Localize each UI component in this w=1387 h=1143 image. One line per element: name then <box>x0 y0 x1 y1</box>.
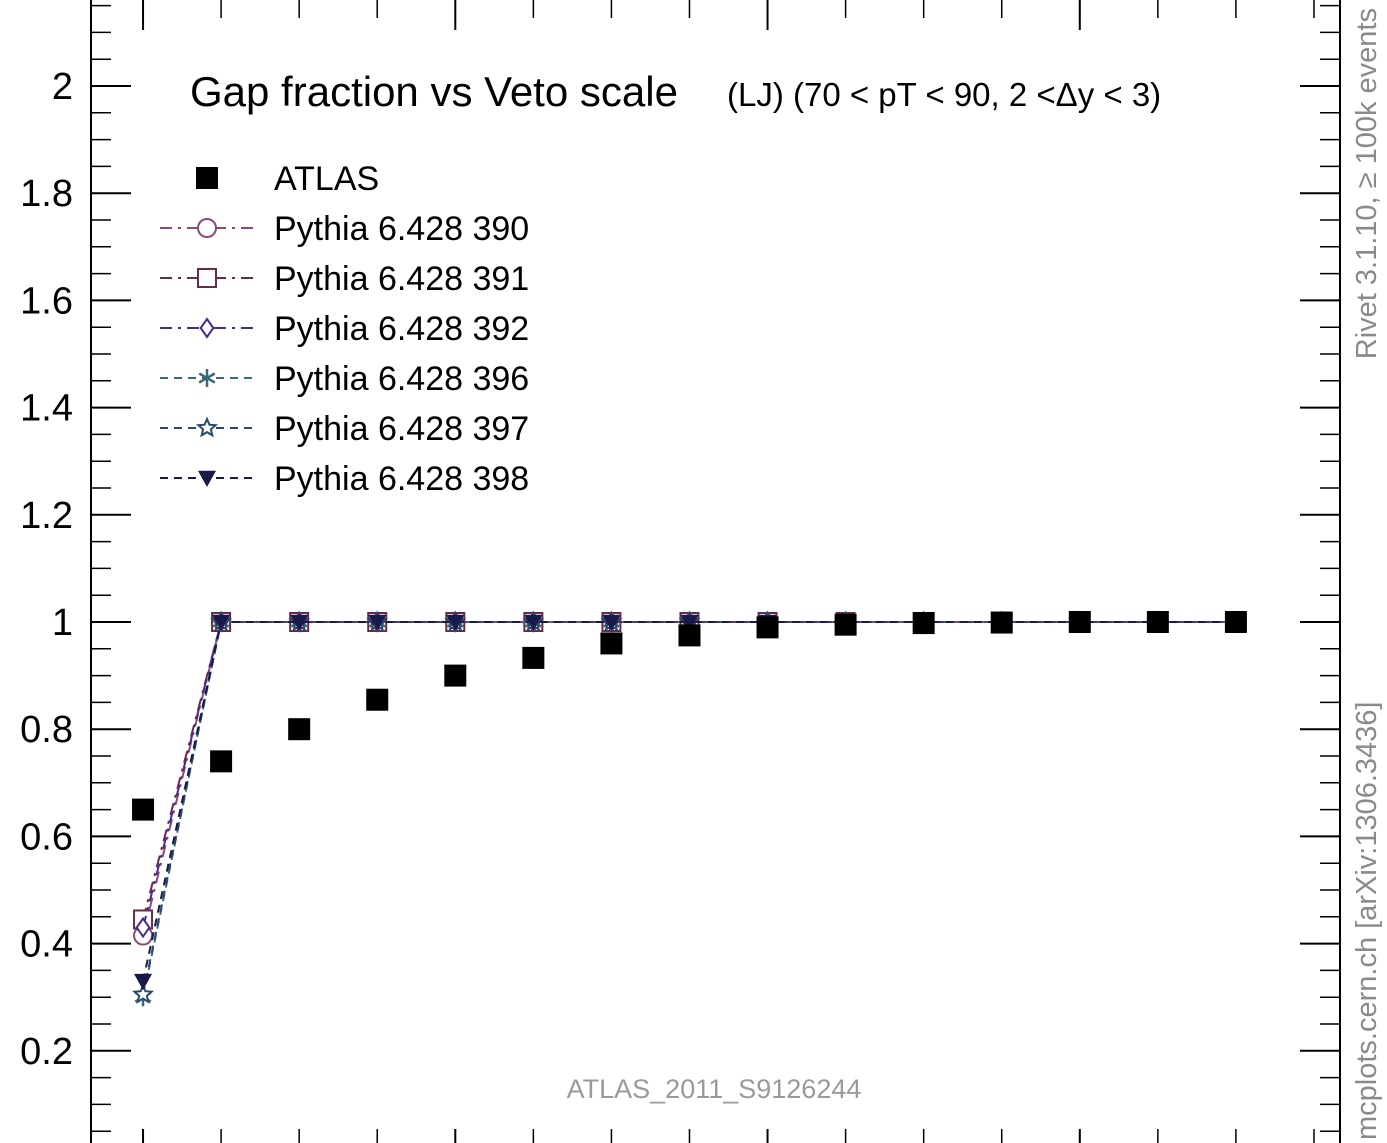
legend-marker <box>198 470 216 487</box>
legend-marker <box>197 218 217 238</box>
legend-marker <box>199 317 215 339</box>
legend-label: Pythia 6.428 396 <box>274 360 529 398</box>
data-point <box>368 614 387 631</box>
data-point <box>600 632 623 655</box>
data-point <box>756 616 779 639</box>
legend-label: ATLAS <box>274 160 379 198</box>
series-pythia-6428-398 <box>134 614 1245 991</box>
y-tick-label: 1.6 <box>20 280 73 322</box>
y-tick-label: 1 <box>52 602 73 644</box>
data-point <box>1224 611 1247 633</box>
series-line <box>142 621 1236 936</box>
legend-entry: Pythia 6.428 396 <box>160 360 529 398</box>
series-pythia-6428-390 <box>133 612 1246 946</box>
series-layer <box>132 610 1247 1007</box>
series-pythia-6428-391 <box>133 612 1246 930</box>
legend-label: Pythia 6.428 392 <box>274 310 529 348</box>
legend-marker <box>198 369 216 387</box>
legend-marker <box>195 416 219 438</box>
legend-label: Pythia 6.428 398 <box>274 460 529 498</box>
legend-entry: Pythia 6.428 392 <box>160 310 529 348</box>
legend: ATLAS Pythia 6.428 390 Pythia 6.428 391 Pyt… <box>160 160 529 498</box>
data-point <box>132 798 155 821</box>
analysis-id-label: ATLAS_2011_S9126244 <box>567 1074 862 1104</box>
data-point <box>522 646 545 669</box>
data-point <box>444 664 467 687</box>
y-tick-label: 0.2 <box>20 1031 73 1073</box>
rivet-info-label: Rivet 3.1.10, ≥ 100k events <box>1351 8 1383 359</box>
data-point <box>1068 611 1091 633</box>
series-pythia-6428-397 <box>132 610 1247 1004</box>
legend-entry: Pythia 6.428 397 <box>160 410 529 448</box>
data-point <box>210 750 233 773</box>
series-line <box>142 621 1236 998</box>
legend-entry: Pythia 6.428 391 <box>160 260 529 298</box>
y-tick-label: 1.2 <box>20 495 73 537</box>
data-point <box>446 614 465 631</box>
series-line <box>142 621 1236 928</box>
data-point <box>524 614 543 631</box>
chart-title: Gap fraction vs Veto scale <box>190 68 678 115</box>
y-tick-label: 2 <box>52 66 73 108</box>
axis-ticks: 0.2 0.4 0.6 0.8 1 1.2 1.4 1.6 1.8 2 <box>20 0 1340 1143</box>
legend-entry: ATLAS <box>196 160 379 198</box>
data-point <box>990 611 1013 634</box>
legend-label: Pythia 6.428 391 <box>274 260 529 298</box>
legend-entry: Pythia 6.428 398 <box>160 460 529 498</box>
series-atlas <box>132 611 1247 821</box>
data-point <box>1146 611 1169 633</box>
legend-marker <box>197 268 217 288</box>
y-tick-label: 0.8 <box>20 709 73 751</box>
legend-marker <box>196 167 218 189</box>
series-line <box>142 621 1236 982</box>
series-pythia-6428-392 <box>135 611 1244 939</box>
data-point <box>366 688 389 711</box>
data-point <box>912 612 935 635</box>
y-tick-label: 1.8 <box>20 173 73 215</box>
series-line <box>142 621 1236 995</box>
plot-axes <box>90 0 1341 1143</box>
data-point <box>134 973 153 991</box>
y-tick-label: 0.4 <box>20 924 73 966</box>
data-point <box>680 614 699 631</box>
legend-entry: Pythia 6.428 390 <box>160 210 529 248</box>
y-tick-label: 0.6 <box>20 816 73 858</box>
legend-label: Pythia 6.428 397 <box>274 410 529 448</box>
data-point <box>288 718 311 741</box>
chart-subtitle: (LJ) (70 < pT < 90, 2 <Δy < 3) <box>727 76 1161 113</box>
y-tick-label: 1.4 <box>20 388 73 430</box>
data-point <box>132 982 155 1004</box>
legend-label: Pythia 6.428 390 <box>274 210 529 248</box>
series-line <box>142 621 1236 920</box>
data-point <box>602 614 621 631</box>
data-point <box>135 916 151 939</box>
data-point <box>212 614 231 631</box>
data-point <box>834 613 857 636</box>
data-point <box>290 614 309 631</box>
mcplots-info-label: mcplots.cern.ch [arXiv:1306.3436] <box>1351 702 1383 1140</box>
series-pythia-6428-396 <box>134 613 1245 1007</box>
data-point <box>678 624 701 647</box>
